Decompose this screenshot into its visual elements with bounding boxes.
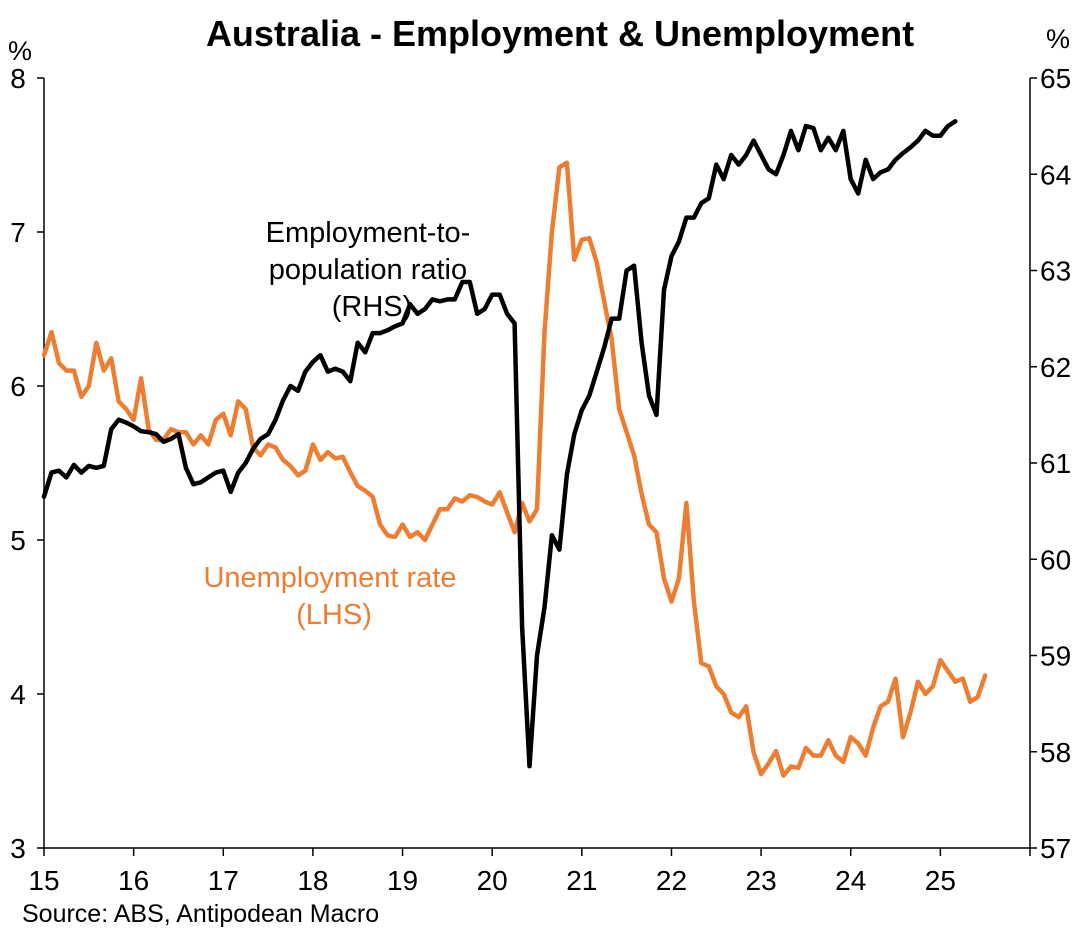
left-tick-label: 4 bbox=[10, 679, 26, 710]
x-tick-label: 24 bbox=[835, 865, 866, 896]
employment-series-line bbox=[41, 119, 958, 769]
left-tick-label: 8 bbox=[10, 63, 26, 94]
right-axis-unit: % bbox=[1046, 24, 1070, 54]
employment-annotation: Employment-to- population ratio (RHS) bbox=[266, 217, 479, 323]
x-tick-label: 20 bbox=[477, 865, 508, 896]
left-tick-label: 5 bbox=[10, 525, 26, 556]
left-tick-label: 6 bbox=[10, 371, 26, 402]
source-note: Source: ABS, Antipodean Macro bbox=[22, 900, 379, 928]
employment-annotation-line-1: Employment-to- bbox=[266, 217, 471, 249]
x-tick-label: 16 bbox=[118, 865, 149, 896]
right-axis-ticks: 57 58 59 60 61 62 63 64 65 bbox=[1030, 63, 1071, 864]
left-axis-unit: % bbox=[8, 36, 32, 66]
right-tick-label: 64 bbox=[1040, 159, 1071, 190]
x-tick-label: 18 bbox=[297, 865, 328, 896]
x-axis-ticks: 15 16 17 18 19 20 21 22 23 24 25 bbox=[28, 848, 1031, 896]
series-lines bbox=[41, 119, 988, 778]
unemployment-annotation: Unemployment rate (LHS) bbox=[203, 562, 464, 631]
right-tick-label: 65 bbox=[1040, 63, 1071, 94]
unemployment-annotation-line-1: Unemployment rate bbox=[203, 562, 456, 594]
right-tick-label: 61 bbox=[1040, 448, 1071, 479]
left-tick-label: 7 bbox=[10, 217, 26, 248]
right-tick-label: 62 bbox=[1040, 352, 1071, 383]
x-tick-label: 15 bbox=[28, 865, 59, 896]
employment-annotation-line-3: (RHS) bbox=[332, 291, 413, 323]
x-tick-label: 19 bbox=[387, 865, 418, 896]
right-tick-label: 57 bbox=[1040, 833, 1071, 864]
left-axis-ticks: 3 4 5 6 7 8 bbox=[10, 63, 44, 864]
unemployment-annotation-line-2: (LHS) bbox=[296, 599, 372, 631]
left-tick-label: 3 bbox=[10, 833, 26, 864]
x-tick-label: 23 bbox=[746, 865, 777, 896]
x-tick-label: 17 bbox=[208, 865, 239, 896]
right-tick-label: 58 bbox=[1040, 737, 1071, 768]
x-tick-label: 21 bbox=[566, 865, 597, 896]
x-tick-label: 25 bbox=[925, 865, 956, 896]
right-tick-label: 59 bbox=[1040, 641, 1071, 672]
chart-title: Australia - Employment & Unemployment bbox=[206, 13, 914, 54]
employment-annotation-line-2: population ratio bbox=[269, 254, 467, 286]
right-tick-label: 63 bbox=[1040, 256, 1071, 287]
unemployment-series-line bbox=[41, 160, 988, 778]
x-tick-label: 22 bbox=[656, 865, 687, 896]
right-tick-label: 60 bbox=[1040, 544, 1071, 575]
